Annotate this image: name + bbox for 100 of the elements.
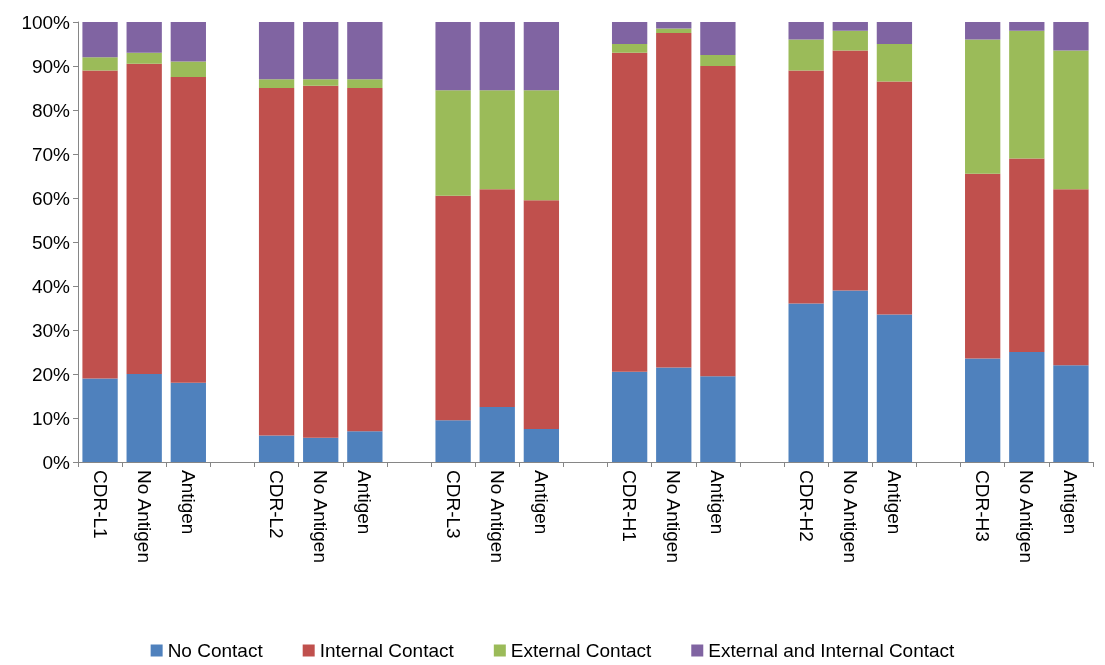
bar bbox=[788, 70, 824, 304]
bar bbox=[656, 33, 692, 368]
x-tick-label: CDR-H3 bbox=[972, 470, 994, 542]
bar bbox=[788, 39, 824, 71]
bar bbox=[170, 382, 206, 462]
bar bbox=[435, 22, 471, 91]
bar bbox=[258, 88, 295, 436]
bar bbox=[1009, 352, 1045, 462]
x-tick-label: No Antigen bbox=[839, 470, 861, 563]
bar bbox=[126, 374, 162, 462]
bar bbox=[435, 420, 471, 462]
x-tick-label: CDR-H2 bbox=[795, 470, 817, 542]
y-tick-label: 90% bbox=[31, 55, 71, 77]
y-tick-label: 50% bbox=[31, 231, 71, 253]
x-tick-label: Antigen bbox=[530, 470, 552, 535]
bar bbox=[435, 195, 471, 421]
bar bbox=[170, 77, 206, 383]
x-tick-label: Antigen bbox=[883, 470, 905, 535]
y-tick-label: 60% bbox=[31, 187, 71, 209]
bar bbox=[258, 79, 295, 88]
bar bbox=[611, 44, 648, 53]
bar bbox=[611, 52, 648, 372]
legend-label: No Contact bbox=[167, 640, 264, 661]
bar bbox=[523, 200, 560, 429]
y-tick-label: 30% bbox=[31, 319, 71, 341]
x-tick-label: Antigen bbox=[354, 470, 376, 535]
bar bbox=[303, 437, 339, 462]
bar bbox=[435, 90, 471, 196]
bar bbox=[523, 429, 560, 462]
bar bbox=[523, 22, 560, 91]
bar bbox=[965, 39, 1001, 174]
bar bbox=[832, 30, 868, 51]
bar bbox=[303, 85, 339, 438]
bar bbox=[82, 378, 118, 462]
bar bbox=[611, 371, 648, 462]
x-tick-label: Antigen bbox=[1060, 470, 1082, 535]
bar bbox=[82, 22, 118, 58]
bar bbox=[170, 22, 206, 62]
x-tick-label: Antigen bbox=[177, 470, 199, 535]
legend-label: Internal Contact bbox=[319, 640, 455, 661]
y-tick-label: 10% bbox=[31, 407, 71, 429]
bar bbox=[876, 314, 913, 462]
bar bbox=[170, 61, 206, 77]
bar bbox=[303, 79, 339, 86]
bar bbox=[479, 22, 515, 91]
x-tick-label: CDR-L3 bbox=[442, 470, 464, 539]
bar bbox=[347, 431, 383, 462]
x-tick-label: CDR-L1 bbox=[89, 470, 111, 539]
bar bbox=[700, 22, 736, 55]
bar bbox=[832, 290, 868, 462]
bar bbox=[479, 189, 515, 407]
bar bbox=[258, 435, 295, 462]
bar bbox=[1053, 22, 1089, 51]
bar bbox=[126, 52, 162, 64]
bar bbox=[82, 57, 118, 71]
x-tick-label: No Antigen bbox=[663, 470, 685, 563]
bar bbox=[347, 22, 383, 80]
bar bbox=[523, 90, 560, 201]
bar bbox=[347, 79, 383, 88]
y-tick-label: 80% bbox=[31, 99, 71, 121]
bar bbox=[965, 173, 1001, 359]
bar bbox=[700, 55, 736, 66]
bar bbox=[832, 50, 868, 291]
bar bbox=[479, 407, 515, 462]
bar bbox=[303, 22, 339, 80]
bar bbox=[656, 367, 692, 462]
bar bbox=[876, 81, 913, 315]
bar bbox=[1053, 50, 1089, 190]
y-tick-label: 40% bbox=[31, 275, 71, 297]
bar bbox=[788, 22, 824, 40]
x-tick-label: CDR-L2 bbox=[266, 470, 288, 539]
bar bbox=[788, 303, 824, 462]
y-tick-label: 20% bbox=[31, 363, 71, 385]
bar bbox=[832, 22, 868, 31]
bar bbox=[656, 28, 692, 33]
bar bbox=[479, 90, 515, 190]
y-tick-label: 70% bbox=[31, 143, 71, 165]
x-tick-label: Antigen bbox=[707, 470, 729, 535]
bar bbox=[876, 44, 913, 82]
bar bbox=[1009, 30, 1045, 159]
legend-label: External and Internal Contact bbox=[708, 640, 956, 661]
bar bbox=[700, 66, 736, 377]
bar bbox=[700, 376, 736, 462]
bar bbox=[1053, 189, 1089, 366]
bar bbox=[347, 88, 383, 432]
legend-label: External Contact bbox=[510, 640, 652, 661]
bar bbox=[1009, 22, 1045, 31]
x-tick-label: CDR-H1 bbox=[619, 470, 641, 542]
bar bbox=[1053, 365, 1089, 462]
bar bbox=[1009, 158, 1045, 352]
bar bbox=[126, 63, 162, 374]
x-tick-label: No Antigen bbox=[486, 470, 508, 563]
bar bbox=[965, 22, 1001, 40]
bar bbox=[126, 22, 162, 53]
bar bbox=[611, 22, 648, 44]
y-tick-label: 0% bbox=[42, 451, 71, 473]
x-tick-label: No Antigen bbox=[1016, 470, 1038, 563]
bar bbox=[258, 22, 295, 80]
bar bbox=[82, 70, 118, 379]
bar bbox=[876, 22, 913, 44]
